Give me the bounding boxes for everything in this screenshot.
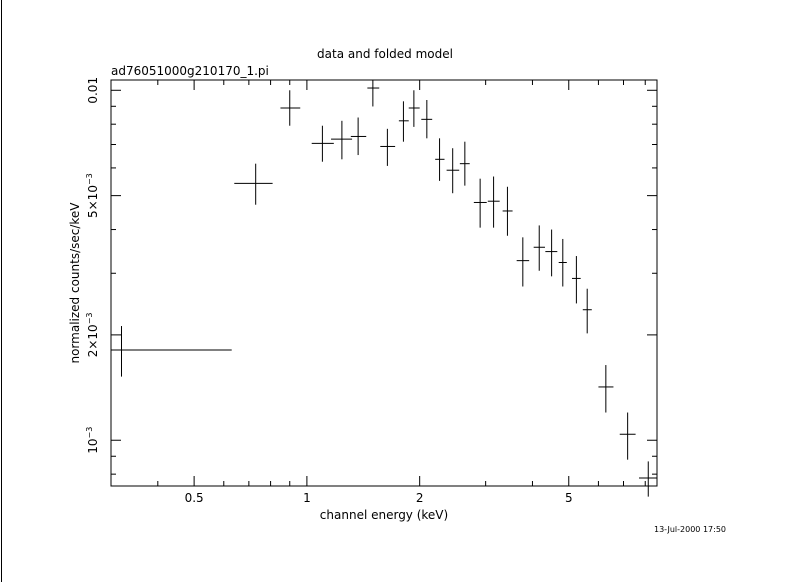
y-tick-label-text: 0.01 [86,77,100,104]
tick-labels: 0.5 1 2 5 10−3 2×10−3 5×10−3 0.01 [85,77,573,505]
data-point [619,412,636,460]
data-point [350,117,367,156]
y-tick-label-text: 10−3 [85,427,100,454]
chart-title: data and folded model [317,47,453,61]
data-point [487,176,500,228]
data-point [380,128,396,166]
y-tick-label: 5×10−3 [85,173,100,218]
data-point [473,178,487,228]
data-point [311,125,334,162]
data-point [398,101,409,142]
data-point [234,163,273,205]
timestamp: 13-Jul-2000 17:50 [654,525,726,534]
data-point [446,148,460,194]
data-point [421,100,433,139]
data-point [558,238,567,287]
x-tick-label: 5 [565,491,573,505]
y-tick-label: 10−3 [85,427,100,454]
plot-frame [110,79,658,487]
data-points [111,80,657,497]
x-axis-label: channel energy (keV) [320,508,448,522]
data-point [408,90,420,127]
data-point [435,138,445,181]
data-point [598,365,614,413]
x-tick-label: 0.5 [185,491,204,505]
y-axis-label: normalized counts/sec/keV [68,202,82,364]
y-tick-label-text: 5×10−3 [85,173,100,218]
y-tick-label: 2×10−3 [85,313,100,358]
data-point [571,256,581,304]
x-tick-label: 2 [416,491,424,505]
data-point [459,141,470,186]
data-point [331,120,353,160]
data-point [367,80,380,107]
y-tick-label: 0.01 [86,77,100,104]
chart-subtitle: ad76051000g210170_1.pi [111,64,269,78]
data-point [516,237,530,287]
data-point [582,288,592,334]
data-point [639,461,657,497]
axis-ticks [110,80,657,486]
data-point [280,90,301,126]
x-tick-label: 1 [303,491,311,505]
data-point [545,229,558,277]
data-point [502,186,513,236]
data-point [111,326,232,377]
plot-area [110,79,658,487]
y-tick-label-text: 2×10−3 [85,313,100,358]
data-point [533,225,545,271]
